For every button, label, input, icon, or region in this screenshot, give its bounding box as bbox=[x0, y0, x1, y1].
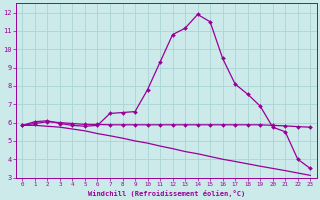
X-axis label: Windchill (Refroidissement éolien,°C): Windchill (Refroidissement éolien,°C) bbox=[88, 190, 245, 197]
